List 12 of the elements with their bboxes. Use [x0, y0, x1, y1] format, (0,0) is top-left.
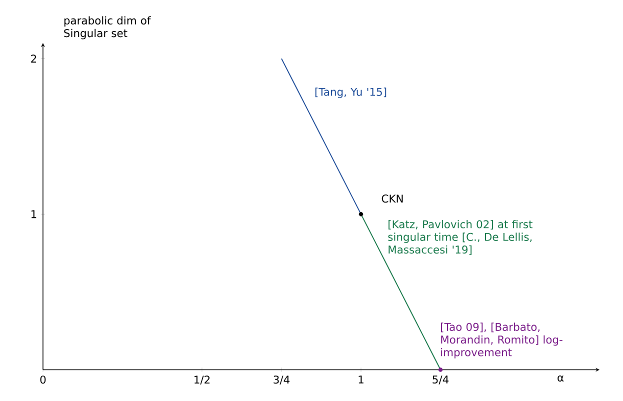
x-tick-label: 3/4 [274, 376, 290, 385]
x-tick-label: 1/2 [194, 376, 210, 385]
text: CKN [382, 194, 403, 203]
x-tick-label: 5/4 [432, 376, 449, 384]
x-axis-title: α [558, 375, 564, 382]
x-tick-label: 1 [358, 376, 364, 384]
y-tick-label: 2 [31, 54, 36, 63]
series-label: [Tang, Yu '15] [315, 88, 386, 98]
series-label: [Tao 09], [Barbato, Morandin, Romito] log-improvement [441, 322, 562, 358]
y-axis-title: parabolic dim of Singular set [64, 16, 151, 40]
series-label: [Katz, Pavlovich 02] at first singular time [C., De Lellis, Massaccesi '19] [388, 220, 532, 255]
x-tick-label: 0 [40, 376, 46, 384]
